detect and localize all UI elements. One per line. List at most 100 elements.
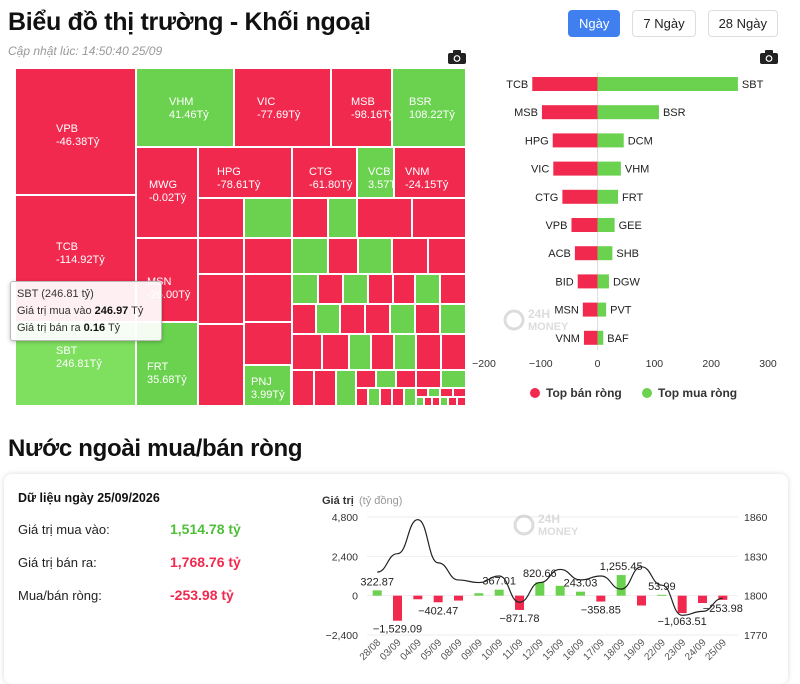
treemap-cell-small[interactable] — [404, 388, 416, 406]
treemap-cell-small[interactable] — [441, 334, 466, 370]
treemap-cell-small[interactable] — [292, 274, 318, 304]
sell-bar — [532, 77, 598, 91]
treemap-cell-pnj[interactable]: PNJ 3.99Tỷ — [244, 365, 291, 406]
treemap-cell-vpb[interactable]: VPB -46.38Tỷ — [15, 68, 136, 195]
treemap-cell-small[interactable] — [322, 334, 349, 370]
treemap-cell-small[interactable] — [244, 198, 292, 238]
treemap-cell-msb[interactable]: MSB -98.16Tỷ — [331, 68, 395, 147]
treemap-cell-small[interactable] — [328, 238, 358, 274]
treemap-cell-ctg[interactable]: CTG -61.80Tỷ — [292, 147, 357, 198]
treemap-cell-small[interactable] — [415, 304, 440, 334]
sell-bar — [541, 105, 598, 120]
buy-bar — [597, 246, 613, 261]
treemap-cell-vcb[interactable]: VCB 3.57Tỷ — [357, 147, 402, 198]
tooltip-buy-value: 246.97 — [94, 305, 129, 317]
treemap-cell-small[interactable] — [356, 370, 376, 388]
treemap-cell-small[interactable] — [328, 198, 357, 238]
x-tick-label: 100 — [646, 358, 664, 370]
treemap-cell-small[interactable] — [198, 238, 244, 274]
treemap-cell-small[interactable] — [292, 370, 314, 406]
treemap-cell-small[interactable] — [244, 274, 292, 322]
treemap-cell-small[interactable] — [343, 274, 368, 304]
treemap-cell-small[interactable] — [358, 238, 392, 274]
treemap-cell-small[interactable] — [457, 397, 466, 406]
treemap-cell-small[interactable] — [416, 370, 441, 388]
sell-code-label: VIC — [531, 164, 549, 176]
buy-code-label: BAF — [607, 333, 629, 345]
tab-28-days[interactable]: 28 Ngày — [707, 10, 778, 37]
treemap-cell-bsr[interactable]: BSR 108.22Tỷ — [392, 68, 466, 147]
treemap-cell-small[interactable] — [244, 322, 292, 365]
treemap-cell-small[interactable] — [292, 238, 328, 274]
tab-day[interactable]: Ngày — [568, 10, 621, 37]
treemap-cell-small[interactable] — [432, 397, 440, 406]
treemap-cell-small[interactable] — [318, 274, 343, 304]
sell-value-label: Giá trị bán ra: — [18, 555, 97, 570]
treemap-cell-small[interactable] — [393, 274, 415, 304]
treemap-cell-small[interactable] — [371, 334, 394, 370]
treemap-cell-small[interactable] — [453, 388, 466, 397]
treemap-cell-small[interactable] — [412, 198, 466, 238]
treemap-cell-small[interactable] — [357, 198, 412, 238]
treemap-cell-small[interactable] — [244, 238, 292, 274]
treemap-cell-small[interactable] — [440, 304, 466, 334]
treemap-cell-small[interactable] — [368, 274, 393, 304]
treemap-cell-small[interactable] — [198, 198, 244, 238]
treemap-cell-small[interactable] — [380, 388, 392, 406]
sell-code-label: TCB — [506, 79, 528, 91]
treemap-cell-small[interactable] — [428, 238, 466, 274]
buy-value: 1,514.78 tỷ — [170, 521, 241, 537]
tab-7-days[interactable]: 7 Ngày — [632, 10, 696, 37]
treemap-cell-small[interactable] — [416, 388, 428, 397]
treemap-cell-small[interactable] — [340, 304, 365, 334]
treemap-code: VCB — [368, 166, 391, 178]
tooltip-buy-label: Giá trị mua vào — [17, 305, 92, 317]
treemap-cell-small[interactable] — [376, 370, 396, 388]
treemap-cell-mwg[interactable]: MWG -0.02Tỷ — [136, 147, 198, 238]
tooltip-title: SBT (246.81 tỷ) — [17, 288, 94, 300]
treemap-value: -98.16Tỷ — [351, 109, 395, 121]
camera-icon[interactable] — [448, 50, 466, 64]
treemap-cell-small[interactable] — [198, 274, 244, 324]
treemap-cell-vic[interactable]: VIC -77.69Tỷ — [234, 68, 331, 147]
treemap-cell-small[interactable] — [416, 397, 424, 406]
treemap-cell-small[interactable] — [440, 388, 453, 397]
legend-marker-buy — [642, 388, 652, 398]
treemap-cell-small[interactable] — [316, 304, 340, 334]
treemap-cell-small[interactable] — [416, 334, 441, 370]
camera-icon[interactable] — [760, 50, 778, 64]
treemap-cell-small[interactable] — [440, 274, 466, 304]
treemap-cell-small[interactable] — [392, 238, 428, 274]
treemap-cell-small[interactable] — [356, 388, 368, 406]
treemap-cell-small[interactable] — [292, 304, 316, 334]
treemap-cell-small[interactable] — [198, 324, 244, 406]
treemap-cell-vhm[interactable]: VHM 41.46Tỷ — [136, 68, 234, 147]
treemap-cell-small[interactable] — [415, 274, 440, 304]
treemap: VPB -46.38Tỷ TCB -114.92Tỷ SBT 246.81Tỷ VHM 41.… — [15, 68, 466, 406]
treemap-cell-small[interactable] — [448, 397, 457, 406]
treemap-cell-small[interactable] — [441, 370, 466, 388]
buy-bar — [597, 330, 604, 345]
treemap-cell-small[interactable] — [392, 388, 404, 406]
treemap-cell-small[interactable] — [365, 304, 390, 334]
buy-bar — [597, 105, 659, 120]
treemap-cell-small[interactable] — [292, 334, 322, 370]
treemap-cell-small[interactable] — [336, 370, 356, 406]
treemap-cell-small[interactable] — [428, 388, 440, 397]
x-tick-label: 0 — [595, 358, 601, 370]
treemap-cell-small[interactable] — [390, 304, 415, 334]
treemap-cell-small[interactable] — [314, 370, 336, 406]
legend-buy: Top mua ròng — [658, 386, 737, 400]
sell-value: 1,768.76 tỷ — [170, 554, 241, 570]
buy-bar — [597, 218, 615, 232]
treemap-cell-vnm[interactable]: VNM -24.15Tỷ — [394, 147, 466, 198]
treemap-cell-small[interactable] — [396, 370, 416, 388]
treemap-cell-small[interactable] — [292, 198, 328, 238]
treemap-cell-small[interactable] — [394, 334, 416, 370]
treemap-cell-small[interactable] — [424, 397, 432, 406]
treemap-cell-small[interactable] — [368, 388, 380, 406]
treemap-cell-small[interactable] — [349, 334, 371, 370]
x-tick-label: −100 — [529, 358, 553, 370]
treemap-cell-small[interactable] — [440, 397, 448, 406]
treemap-cell-hpg[interactable]: HPG -78.61Tỷ — [198, 147, 292, 198]
